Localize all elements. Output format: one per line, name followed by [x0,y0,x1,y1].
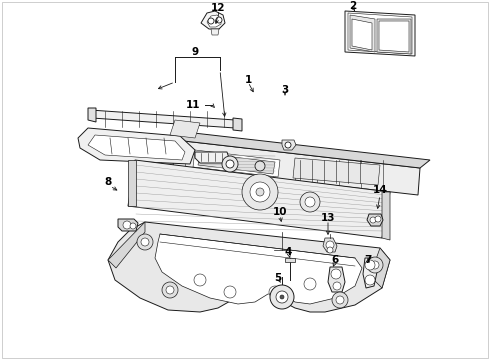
Text: 2: 2 [349,1,357,11]
Circle shape [300,192,320,212]
Polygon shape [128,160,136,206]
Circle shape [285,142,291,148]
Text: 13: 13 [321,213,335,223]
Polygon shape [285,258,295,262]
Circle shape [250,182,270,202]
Polygon shape [88,135,185,160]
Circle shape [224,286,236,298]
Text: 8: 8 [104,177,112,187]
Circle shape [333,282,341,290]
Circle shape [256,188,264,196]
Text: 12: 12 [211,3,225,13]
Circle shape [365,260,375,270]
Circle shape [270,285,294,309]
Polygon shape [352,19,372,50]
Polygon shape [293,158,380,185]
Polygon shape [207,15,221,27]
Circle shape [194,274,206,286]
Polygon shape [350,15,375,52]
Polygon shape [286,190,296,197]
Text: 14: 14 [373,185,387,195]
Text: 1: 1 [245,75,252,85]
Polygon shape [358,190,368,197]
Circle shape [141,238,149,246]
Polygon shape [198,153,275,174]
Polygon shape [118,219,138,231]
Polygon shape [363,258,377,288]
Circle shape [166,286,174,294]
Circle shape [269,286,281,298]
Text: 7: 7 [364,255,372,265]
Circle shape [130,223,136,229]
Polygon shape [160,140,175,179]
Polygon shape [282,140,296,150]
Polygon shape [379,21,409,52]
Circle shape [226,160,234,168]
Polygon shape [108,222,390,312]
Circle shape [222,156,238,172]
Text: 10: 10 [273,207,287,217]
Polygon shape [88,108,96,122]
Polygon shape [175,132,430,168]
Polygon shape [370,248,390,288]
Polygon shape [322,190,332,197]
Circle shape [331,269,341,279]
Polygon shape [193,150,280,177]
Polygon shape [304,190,314,197]
Polygon shape [155,234,362,304]
Polygon shape [90,110,235,128]
Circle shape [123,221,131,229]
Polygon shape [268,190,278,197]
Circle shape [326,241,334,249]
Polygon shape [323,238,337,252]
Polygon shape [214,190,224,197]
Polygon shape [233,118,242,131]
Polygon shape [211,29,219,35]
Text: 3: 3 [281,85,289,95]
Polygon shape [340,190,350,197]
Polygon shape [196,190,206,197]
Circle shape [370,217,376,223]
Circle shape [242,174,278,210]
Text: 5: 5 [274,273,282,283]
Circle shape [137,234,153,250]
Polygon shape [78,128,195,164]
Circle shape [336,296,344,304]
Polygon shape [128,160,390,238]
Text: 4: 4 [284,247,292,257]
Polygon shape [328,267,345,292]
Circle shape [305,197,315,207]
Circle shape [255,161,265,171]
Polygon shape [382,192,390,240]
Polygon shape [173,140,420,195]
Text: 9: 9 [192,47,198,57]
Polygon shape [232,190,242,197]
Circle shape [162,282,178,298]
Circle shape [216,17,222,23]
Text: 6: 6 [331,255,339,265]
Polygon shape [348,13,412,54]
Circle shape [371,261,379,269]
Polygon shape [178,190,188,197]
Polygon shape [170,120,200,138]
Polygon shape [201,11,225,29]
Circle shape [276,291,288,303]
Circle shape [304,278,316,290]
Circle shape [332,292,348,308]
Text: 11: 11 [186,100,200,110]
Polygon shape [367,214,383,226]
Circle shape [208,18,214,24]
Circle shape [365,275,375,285]
Polygon shape [195,152,229,163]
Circle shape [280,295,284,299]
Circle shape [367,257,383,273]
Polygon shape [376,190,386,197]
Circle shape [375,216,381,222]
Polygon shape [108,222,145,268]
Circle shape [327,247,333,253]
Polygon shape [377,19,411,54]
Polygon shape [250,190,260,197]
Polygon shape [345,11,415,56]
